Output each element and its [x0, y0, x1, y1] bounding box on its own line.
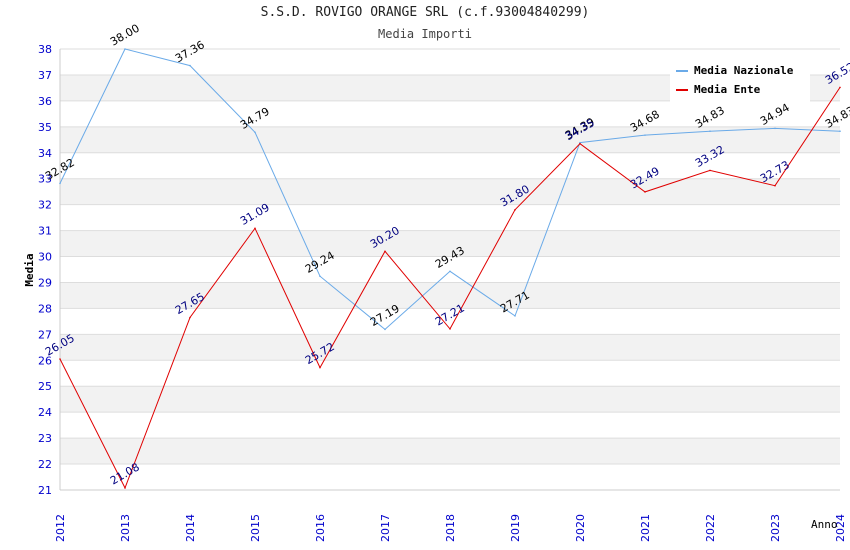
plot-band	[60, 152, 840, 179]
data-point	[774, 127, 776, 130]
chart-title: S.S.D. ROVIGO ORANGE SRL (c.f.9300484029…	[260, 5, 590, 20]
y-tick-label: 32	[38, 199, 52, 212]
plot-band	[60, 230, 840, 257]
x-axis-ticks: 2012 2013 2014 2015 2016 2017 2018 2019 2020 2021…	[54, 514, 847, 542]
x-axis-label: Anno	[811, 518, 838, 531]
data-point	[59, 182, 61, 185]
legend-swatch-ente	[676, 89, 688, 91]
y-axis-label: Media	[23, 253, 36, 286]
y-tick-label: 23	[38, 432, 52, 445]
data-point	[319, 366, 321, 369]
data-point	[319, 275, 321, 278]
x-tick-label: 2017	[379, 514, 392, 542]
legend: Media Nazionale Media Ente	[670, 60, 810, 102]
x-tick-label: 2021	[639, 514, 652, 542]
x-tick-label: 2019	[509, 514, 522, 542]
x-tick-label: 2022	[704, 514, 717, 542]
legend-swatch-nazionale	[676, 70, 688, 72]
data-point	[514, 209, 516, 211]
plot-band	[60, 464, 840, 490]
legend-label-nazionale: Media Nazionale	[694, 64, 794, 77]
x-tick-label: 2020	[574, 514, 587, 542]
x-tick-label: 2018	[444, 514, 457, 542]
plot-band	[60, 204, 840, 231]
y-tick-label: 35	[38, 121, 52, 134]
plot-band	[60, 178, 840, 205]
y-tick-label: 37	[38, 69, 52, 82]
plot-band	[60, 308, 840, 335]
x-tick-label: 2013	[119, 514, 132, 542]
plot-band	[60, 100, 840, 127]
x-tick-label: 2016	[314, 514, 327, 542]
legend-item-ente: Media Ente	[676, 83, 760, 96]
data-point	[449, 270, 451, 273]
series-lines	[59, 48, 841, 490]
x-tick-label: 2015	[249, 514, 262, 542]
y-tick-label: 33	[38, 173, 52, 186]
y-tick-label: 24	[38, 406, 52, 419]
x-tick-label: 2014	[184, 514, 197, 542]
data-point	[839, 86, 841, 89]
data-point	[189, 316, 191, 319]
data-point	[59, 358, 61, 360]
data-label: 38.00	[108, 22, 142, 49]
y-tick-label: 26	[38, 354, 52, 367]
data-point	[579, 142, 581, 145]
data-point	[709, 169, 711, 172]
y-tick-label: 30	[38, 251, 52, 264]
legend-item-nazionale: Media Nazionale	[676, 64, 793, 77]
chart-subtitle: Media Importi	[378, 27, 472, 41]
y-tick-label: 21	[38, 484, 52, 497]
data-point	[254, 131, 256, 134]
data-point	[189, 64, 191, 67]
y-tick-label: 36	[38, 95, 52, 108]
plot-band	[60, 334, 840, 361]
data-point	[644, 191, 646, 193]
plot-band	[60, 438, 840, 465]
data-point	[254, 227, 256, 230]
y-tick-label: 22	[38, 458, 52, 471]
y-tick-label: 29	[38, 276, 52, 289]
y-axis-ticks: 21 22 23 24 25 26 27 28 29 30 31 32 33 34 35 36 37 38	[38, 43, 52, 497]
y-tick-label: 25	[38, 380, 52, 393]
plot-bands	[60, 49, 840, 490]
x-tick-label: 2012	[54, 514, 67, 542]
data-point	[384, 250, 386, 253]
legend-label-ente: Media Ente	[694, 83, 761, 96]
data-point	[514, 315, 516, 317]
data-point	[644, 134, 646, 136]
data-point	[124, 487, 126, 489]
plot-band	[60, 412, 840, 439]
data-point	[709, 130, 711, 133]
x-tick-label: 2024	[834, 514, 847, 542]
y-tick-label: 31	[38, 225, 52, 238]
y-tick-label: 27	[38, 328, 52, 341]
data-point	[384, 328, 386, 331]
data-point	[124, 48, 126, 50]
data-point	[774, 184, 776, 187]
x-tick-label: 2023	[769, 514, 782, 542]
y-tick-label: 34	[38, 147, 52, 160]
data-point	[449, 328, 451, 330]
data-point	[839, 130, 841, 133]
y-tick-label: 38	[38, 43, 52, 56]
y-tick-label: 28	[38, 302, 52, 315]
plot-band	[60, 360, 840, 387]
plot-band	[60, 282, 840, 309]
plot-band	[60, 386, 840, 413]
plot-band	[60, 256, 840, 283]
